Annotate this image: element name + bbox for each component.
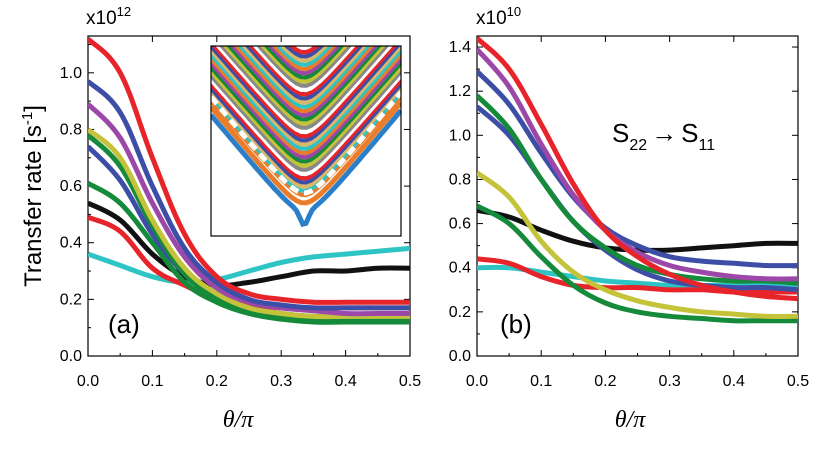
inset-band	[283, 46, 325, 59]
panel-a-x-tick-label: 0.1	[141, 373, 163, 390]
panel-b-y-tick-label: 0.2	[449, 304, 471, 321]
panel-a-curves	[88, 36, 410, 325]
panel-b-x-tick-label: 0.1	[530, 373, 552, 390]
panel-a-series-green-1	[88, 133, 410, 322]
inset-band	[211, 78, 401, 181]
inset-band	[263, 46, 345, 80]
inset-dashed-band	[211, 90, 401, 196]
inset-band	[211, 46, 401, 147]
panel-b-y-tick-label: 0.6	[449, 216, 471, 233]
panel-b-series-purple	[477, 47, 798, 282]
panel-b-series-green	[477, 93, 798, 286]
panel-a-multiplier: x1012	[86, 4, 131, 29]
panel-a-ticks: 0.0 0.1 0.2 0.3 0.4 0.5 0.0 0.2 0.4 0.6 0.8 1.0	[60, 36, 421, 390]
inset-band	[267, 46, 341, 76]
panel-a: 0.0 0.1 0.2 0.3 0.4 0.5 0.0 0.2 0.4 0.6 0.8 1.0 x10…	[60, 4, 421, 390]
panel-b-y-tick-label: 0.0	[449, 348, 471, 365]
inset-band	[226, 46, 382, 122]
panel-b-series-blue	[477, 69, 798, 269]
inset-band	[211, 74, 401, 177]
panel-a-x-tick-label: 0.0	[77, 373, 99, 390]
inset-band	[244, 46, 364, 101]
panel-a-series-blue	[88, 79, 410, 311]
inset-band	[211, 82, 401, 185]
panel-a-x-tick-label: 0.5	[399, 373, 421, 390]
inset-band	[215, 46, 393, 135]
panel-a-series-purple	[88, 102, 410, 317]
inset-band	[219, 46, 390, 130]
y-axis-label-superscript: -1	[19, 112, 36, 125]
panel-a-series-red	[88, 36, 410, 305]
inset-bands	[211, 46, 401, 236]
panel-b-series-red	[477, 36, 798, 302]
panel-a-series-yellow	[88, 127, 410, 320]
inset-frame	[210, 45, 402, 237]
inset-band	[230, 46, 379, 118]
inset-orange-band	[211, 100, 401, 206]
inset-band	[241, 46, 367, 105]
y-axis-label: Transfer rate [s-1]	[19, 105, 47, 287]
panel-b-curves	[477, 36, 798, 324]
panel-b-y-tick-label: 1.0	[449, 127, 471, 144]
panel-b-y-tick-label: 1.2	[449, 83, 471, 100]
inset-band	[279, 46, 329, 63]
inset-band	[211, 61, 401, 164]
panel-a-x-tick-label: 0.3	[270, 373, 292, 390]
panel-a-y-tick-label: 0.2	[60, 291, 82, 308]
panel-a-y-tick-label: 0.0	[60, 348, 82, 365]
panel-b-y-tick-label: 1.4	[449, 39, 471, 56]
inset-empty-region	[211, 110, 401, 236]
panel-b-label: (b)	[500, 309, 532, 339]
inset-band	[275, 46, 333, 67]
inset-band	[233, 46, 375, 114]
panel-b-x-tick-label: 0.0	[466, 373, 488, 390]
panel-b-x-tick-label: 0.2	[594, 373, 616, 390]
panel-b-x-tick-label: 0.3	[658, 373, 680, 390]
inset-band	[248, 46, 360, 97]
panel-b-x-axis-label: θ/π	[615, 407, 646, 433]
transition-annotation: S22 → S11	[612, 118, 715, 154]
inset-lowest-band	[211, 108, 401, 228]
panel-a-y-tick-label: 0.6	[60, 178, 82, 195]
inset-band	[288, 46, 321, 55]
panel-a-x-tick-label: 0.4	[334, 373, 356, 390]
inset-band	[252, 46, 356, 93]
panel-a-series-cyan	[88, 245, 410, 286]
inset-band	[211, 69, 401, 172]
panel-b-x-tick-label: 0.4	[723, 373, 745, 390]
inset-band	[211, 46, 397, 139]
panel-a-x-axis-label: θ/π	[223, 407, 254, 433]
panel-b-x-tick-label: 0.5	[787, 373, 809, 390]
panel-b-y-tick-label: 0.8	[449, 171, 471, 188]
inset-dispersion-plot	[210, 45, 402, 237]
panel-a-y-tick-label: 0.8	[60, 121, 82, 138]
inset-band	[211, 57, 401, 160]
inset-band	[211, 53, 401, 156]
inset-band	[256, 46, 353, 88]
inset-band	[211, 65, 401, 168]
panel-a-x-tick-label: 0.2	[206, 373, 228, 390]
panel-a-label: (a)	[108, 309, 140, 339]
panel-b-series-green-2	[477, 203, 798, 324]
inset-band	[271, 46, 337, 72]
panel-b-series-yellow	[477, 170, 798, 319]
inset-band	[222, 46, 386, 126]
panel-b-y-tick-label: 0.4	[449, 260, 471, 277]
inset-band	[211, 48, 401, 151]
panel-a-y-tick-label: 1.0	[60, 65, 82, 82]
inset-band	[237, 46, 371, 109]
panel-a-series-green-2	[88, 181, 410, 325]
inset-band	[211, 86, 401, 189]
panel-b-frame	[476, 35, 799, 357]
panel-b-multiplier: x1010	[476, 4, 521, 29]
inset-band	[260, 46, 349, 84]
panel-b: 0.0 0.1 0.2 0.3 0.4 0.5 0.0 0.2 0.4 0.6 0.8 1.0 1.2 1…	[449, 4, 809, 390]
panel-a-series-black	[88, 200, 410, 288]
panel-a-y-tick-label: 0.4	[60, 235, 82, 252]
inset-band	[211, 46, 401, 143]
panel-b-ticks: 0.0 0.1 0.2 0.3 0.4 0.5 0.0 0.2 0.4 0.6 0.8 1.0 1.2 1…	[449, 36, 809, 390]
